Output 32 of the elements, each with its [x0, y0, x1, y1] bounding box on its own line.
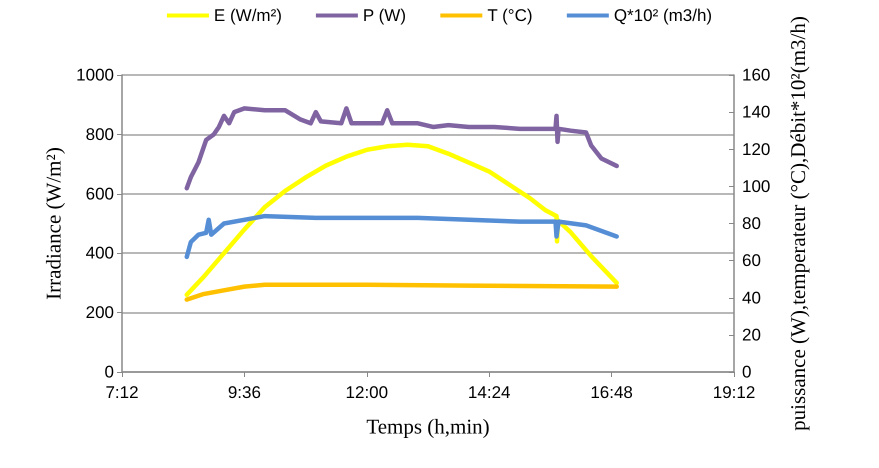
y2-tick-label: 160 [742, 66, 770, 84]
y-tick-label: 400 [86, 244, 114, 263]
y-tick-label: 1000 [76, 66, 114, 84]
x-tick-label: 14:24 [468, 383, 510, 402]
y2-tick-label: 40 [742, 288, 761, 308]
y-tick-label: 600 [86, 184, 114, 204]
x-axis-title: Temps (h,min) [366, 414, 490, 438]
legend-label: P (W) [362, 6, 406, 25]
y2-axis-title: puissance (W),temperateur (°C),Débit*10²(m3/h) [786, 16, 810, 431]
line-series [184, 214, 619, 260]
y-axis-title: Irradiance (W/m²) [41, 147, 66, 300]
legend-label: Q*10² (m3/h) [614, 6, 712, 25]
y2-tick-label: 100 [742, 176, 770, 196]
y-tick-label: 0 [104, 362, 114, 382]
x-tick-label: 19:12 [712, 383, 756, 402]
line-series [184, 142, 619, 298]
y2-tick-label: 120 [742, 140, 770, 159]
y-tick-label: 200 [86, 303, 114, 322]
x-tick-label: 12:00 [346, 383, 388, 402]
y2-tick-label: 80 [742, 214, 761, 233]
y2-tick-label: 0 [742, 362, 752, 382]
x-tick-label: 9:36 [228, 383, 261, 402]
legend-label: E (W/m²) [214, 6, 282, 25]
line-series [184, 282, 619, 302]
x-tick-label: 16:48 [590, 383, 633, 402]
line-series [184, 106, 619, 190]
y2-tick-label: 140 [742, 102, 770, 122]
x-tick-label: 7:12 [105, 383, 139, 402]
y-tick-label: 800 [86, 124, 114, 144]
legend-label: T (°C) [487, 6, 533, 25]
y2-tick-label: 20 [742, 325, 761, 344]
y2-tick-label: 60 [742, 251, 761, 270]
